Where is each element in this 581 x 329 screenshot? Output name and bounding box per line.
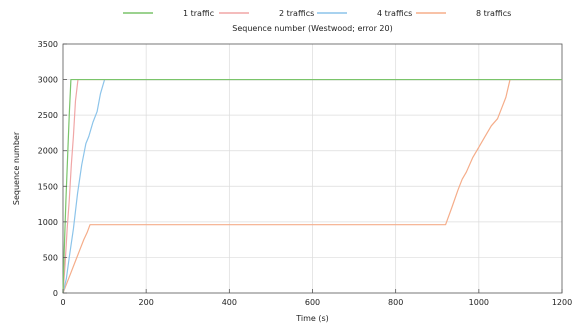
y-tick-label: 1000: [38, 218, 58, 227]
x-axis-label: Time (s): [295, 314, 329, 323]
grid: [63, 44, 562, 293]
x-tick-label: 1000: [469, 298, 489, 307]
x-tick-label: 400: [222, 298, 237, 307]
series-line-2: [62, 78, 562, 294]
series-line-3: [62, 78, 562, 294]
legend-item: 4 traffics: [317, 9, 412, 18]
x-tick-label: 800: [388, 298, 403, 307]
legend-item: 8 traffics: [416, 9, 511, 18]
y-tick-label: 2500: [38, 111, 58, 120]
y-tick-label: 500: [43, 253, 58, 262]
x-tick-label: 1200: [552, 298, 572, 307]
legend-label: 4 traffics: [377, 9, 412, 18]
series-line-4: [62, 78, 562, 294]
x-tick-label: 600: [305, 298, 320, 307]
legend-label: 1 traffic: [183, 9, 214, 18]
y-tick-label: 0: [53, 289, 58, 298]
x-axis-ticks: 0 200 400 600 800 1000 1200: [60, 289, 572, 307]
series-line-1: [62, 78, 562, 294]
legend-item: 1 traffic: [123, 9, 214, 18]
y-axis-ticks: 0 500 1000 1500 2000 2500 3000 3500: [38, 40, 67, 298]
y-tick-label: 2000: [38, 147, 58, 156]
y-tick-label: 3500: [38, 40, 58, 49]
y-axis-label: Sequence number: [12, 131, 21, 205]
legend-item: 2 traffics: [219, 9, 314, 18]
legend-label: 8 traffics: [476, 9, 511, 18]
series-group: [62, 78, 562, 294]
x-tick-label: 200: [139, 298, 154, 307]
legend: 1 traffic 2 traffics 4 traffics 8 traffics: [123, 9, 511, 18]
y-tick-label: 3000: [38, 76, 58, 85]
chart-title: Sequence number (Westwood; error 20): [232, 24, 392, 33]
legend-label: 2 traffics: [279, 9, 314, 18]
x-tick-label: 0: [60, 298, 65, 307]
y-tick-label: 1500: [38, 182, 58, 191]
